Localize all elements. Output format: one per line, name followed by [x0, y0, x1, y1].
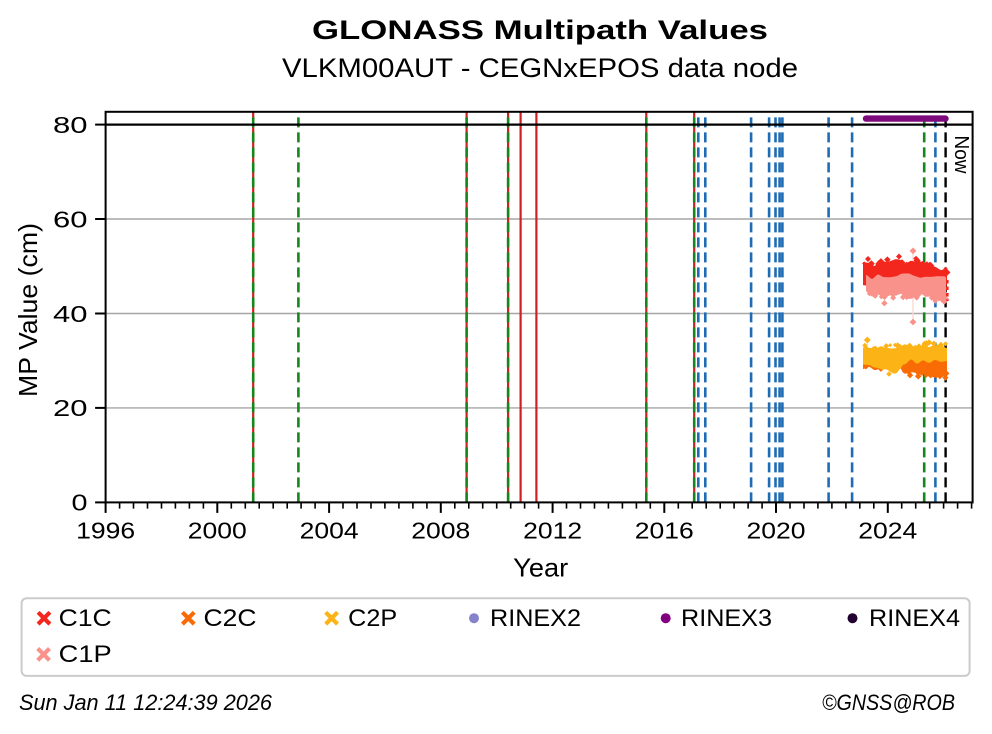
svg-text:Year: Year: [513, 553, 568, 583]
svg-text:20: 20: [53, 395, 88, 421]
svg-text:2008: 2008: [411, 518, 470, 544]
svg-text:C1P: C1P: [59, 641, 112, 668]
svg-text:GLONASS Multipath Values: GLONASS Multipath Values: [312, 15, 768, 45]
svg-text:RINEX4: RINEX4: [869, 605, 960, 632]
svg-text:C2C: C2C: [204, 605, 257, 632]
svg-text:C1C: C1C: [59, 605, 112, 632]
svg-text:Sun Jan 11 12:24:39 2026: Sun Jan 11 12:24:39 2026: [19, 690, 273, 715]
svg-text:Now: Now: [950, 136, 973, 174]
svg-text:2016: 2016: [635, 518, 694, 544]
svg-text:VLKM00AUT - CEGNxEPOS data nod: VLKM00AUT - CEGNxEPOS data node: [282, 53, 798, 83]
svg-text:2004: 2004: [300, 518, 359, 544]
svg-text:2012: 2012: [523, 518, 582, 544]
svg-text:80: 80: [53, 112, 88, 138]
svg-text:2020: 2020: [747, 518, 806, 544]
svg-text:RINEX3: RINEX3: [681, 605, 772, 632]
svg-text:1996: 1996: [76, 518, 135, 544]
svg-text:2000: 2000: [188, 518, 247, 544]
svg-text:40: 40: [53, 301, 88, 327]
svg-text:MP Value (cm): MP Value (cm): [13, 223, 43, 397]
svg-text:2024: 2024: [858, 518, 917, 544]
svg-text:RINEX2: RINEX2: [490, 605, 581, 632]
svg-text:60: 60: [53, 206, 88, 232]
svg-text:©GNSS@ROB: ©GNSS@ROB: [822, 690, 955, 715]
svg-text:C2P: C2P: [348, 605, 397, 632]
svg-text:0: 0: [72, 490, 88, 516]
